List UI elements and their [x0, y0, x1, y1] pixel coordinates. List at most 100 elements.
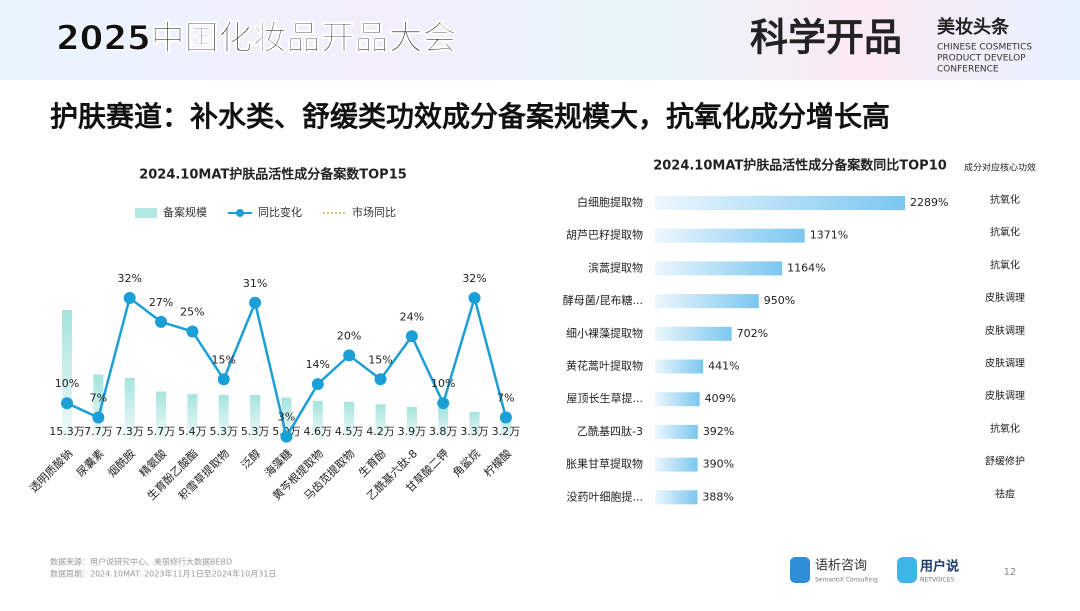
effect-label: 皮肤调理 — [985, 291, 1025, 304]
bar-value-label: 7.7万 — [84, 425, 113, 438]
effect-label: 皮肤调理 — [985, 389, 1025, 402]
bar — [655, 326, 732, 341]
line-value-label: 20% — [337, 329, 361, 342]
line-point — [468, 292, 481, 304]
line-point — [123, 292, 136, 304]
bar — [93, 374, 104, 440]
y-tick-label: 胀果甘草提取物 — [566, 457, 643, 471]
bar — [655, 261, 783, 276]
bar-value-label: 5.4万 — [178, 425, 207, 438]
logo-icon — [897, 557, 917, 583]
bar — [655, 424, 698, 439]
slide-title: 护肤赛道：补水类、舒缓类功效成分备案规模大，抗氧化成分增长高 — [50, 100, 890, 133]
bar — [312, 400, 323, 440]
logo-text: NETVOICES — [920, 577, 954, 584]
x-tick-label: 柠檬酸 — [481, 446, 514, 479]
logo-text: 语析咨询 — [815, 559, 867, 574]
bar — [218, 394, 229, 440]
column-title: 成分对应核心功效 — [964, 162, 1036, 174]
bar-value-label: 4.6万 — [304, 425, 333, 438]
line-point — [343, 349, 356, 362]
bar — [655, 294, 759, 309]
bar-value-label: 1371% — [810, 229, 848, 242]
line-value-label: 7% — [497, 392, 514, 405]
logo-line: PRODUCT DEVELOP — [937, 54, 1026, 64]
line-value-label: 32% — [462, 272, 486, 285]
logo: 美妆头条 — [937, 16, 1010, 38]
y-tick-label: 酵母菌/昆布糖... — [563, 293, 643, 307]
bar-value-label: 390% — [703, 458, 734, 471]
bar-value-label: 3.8万 — [429, 425, 458, 438]
event-title: 2025中国化妆品开品大会 — [56, 19, 457, 59]
logo-icon — [790, 557, 810, 583]
legend-label: 备案规模 — [163, 205, 207, 219]
bar — [156, 391, 167, 440]
logo-text: 用户说 — [919, 559, 959, 575]
line-point — [92, 411, 105, 424]
bar — [406, 406, 417, 440]
logo-text: SemantiX Consulting — [815, 577, 878, 584]
line-value-label: 10% — [431, 377, 455, 390]
line-point — [437, 397, 450, 410]
line-point — [186, 325, 199, 338]
line-value-label: 24% — [400, 310, 424, 323]
bar — [124, 377, 135, 440]
bar — [655, 490, 698, 505]
line-point — [405, 330, 418, 343]
bar-value-label: 3.3万 — [460, 425, 489, 438]
effect-label: 祛痘 — [995, 487, 1015, 500]
y-tick-label: 滨蒿提取物 — [588, 260, 643, 274]
line-point — [280, 430, 293, 443]
bar-value-label: 5.3万 — [210, 425, 239, 438]
line-point — [155, 315, 168, 328]
bar-value-label: 7.3万 — [115, 425, 144, 438]
legend-label: 市场同比 — [352, 205, 396, 219]
bar — [655, 228, 805, 243]
bar — [187, 394, 198, 440]
bar — [655, 457, 698, 472]
bar-value-label: 950% — [764, 294, 795, 307]
page-number: 12 — [1004, 567, 1017, 578]
effect-label: 舒缓修护 — [985, 455, 1025, 468]
header-band — [0, 0, 1080, 80]
logo-line: CHINESE COSMETICS — [937, 43, 1032, 53]
bar-value-label: 388% — [702, 490, 733, 503]
source: 数据来源：用户说研究中心、美丽修行大数据BEBD — [50, 557, 232, 567]
chart-title: 2024.10MAT护肤品活性成分备案数同比TOP10 — [653, 158, 947, 174]
legend-swatch — [236, 209, 244, 217]
line-point — [499, 411, 512, 424]
bar-value-label: 3.2万 — [492, 425, 521, 438]
x-tick-label: 透明质酸钠 — [26, 446, 75, 495]
logo-line: CONFERENCE — [937, 65, 999, 75]
bar-value-label: 5.7万 — [147, 425, 176, 438]
line-value-label: 32% — [117, 272, 141, 285]
bar — [250, 394, 261, 440]
bar — [655, 359, 704, 374]
bar-value-label: 3.9万 — [398, 425, 427, 438]
legend-swatch — [135, 208, 157, 218]
line-value-label: 3% — [278, 411, 295, 424]
y-tick-label: 细小裸藻提取物 — [566, 326, 643, 340]
bar-value-label: 2289% — [910, 196, 948, 209]
period: 数据周期：2024.10MAT: 2023年11月1日至2024年10月31日 — [50, 569, 276, 579]
bar — [344, 401, 355, 440]
chart-title: 2024.10MAT护肤品活性成分备案数TOP15 — [139, 167, 407, 183]
bar-value-label: 1164% — [787, 261, 825, 274]
line-value-label: 15% — [368, 353, 392, 366]
bar — [281, 397, 292, 440]
bar-value-label: 392% — [703, 425, 734, 438]
brand: 科学开品 — [750, 16, 902, 60]
bar — [655, 392, 700, 407]
line-value-label: 10% — [55, 377, 79, 390]
effect-label: 抗氧化 — [990, 258, 1020, 271]
x-tick-label: 角鲨烷 — [450, 446, 483, 479]
y-tick-label: 没药叶细胞提... — [567, 490, 644, 503]
bar-value-label: 409% — [705, 392, 736, 405]
y-tick-label: 胡芦巴籽提取物 — [566, 228, 643, 242]
effect-label: 皮肤调理 — [985, 324, 1025, 337]
x-tick-label: 尿囊素 — [73, 446, 106, 479]
effect-label: 皮肤调理 — [985, 357, 1025, 370]
line-value-label: 7% — [90, 392, 107, 405]
line-value-label: 14% — [306, 358, 330, 371]
